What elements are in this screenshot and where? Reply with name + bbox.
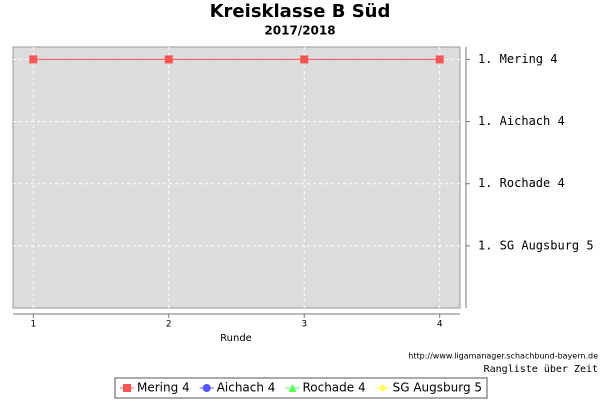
x-tick-label: 4 [437,320,443,330]
legend-box [114,377,488,399]
chart-title: Kreisklasse B Süd [210,1,391,22]
x-axis-label: Runde [220,333,252,344]
x-tick-label: 2 [166,320,172,330]
chart-subtitle: 2017/2018 [264,24,335,38]
legend-label: SG Augsburg 5 [393,381,482,395]
marker [300,55,309,64]
plot-area [12,46,461,309]
y-tick-label: 1. Rochade 4 [478,176,565,190]
x-tick-label: 3 [301,320,307,330]
marker [288,384,297,392]
y-tick-label: 1. Aichach 4 [478,114,565,128]
y-tick-label: 1. Mering 4 [478,52,557,66]
marker [29,55,38,64]
marker [164,55,173,64]
marker [378,384,387,392]
marker [202,384,211,392]
legend-label: Mering 4 [137,381,190,395]
y-tick-label: 1. SG Augsburg 5 [478,238,594,252]
legend-label: Aichach 4 [217,381,276,395]
footnote: Rangliste über Zeit [484,364,598,375]
source: http://www.ligamanager.schachbund-bayern… [408,352,598,361]
marker [123,384,131,392]
marker [435,55,444,64]
legend-label: Rochade 4 [302,381,365,395]
x-tick-label: 1 [30,320,36,330]
